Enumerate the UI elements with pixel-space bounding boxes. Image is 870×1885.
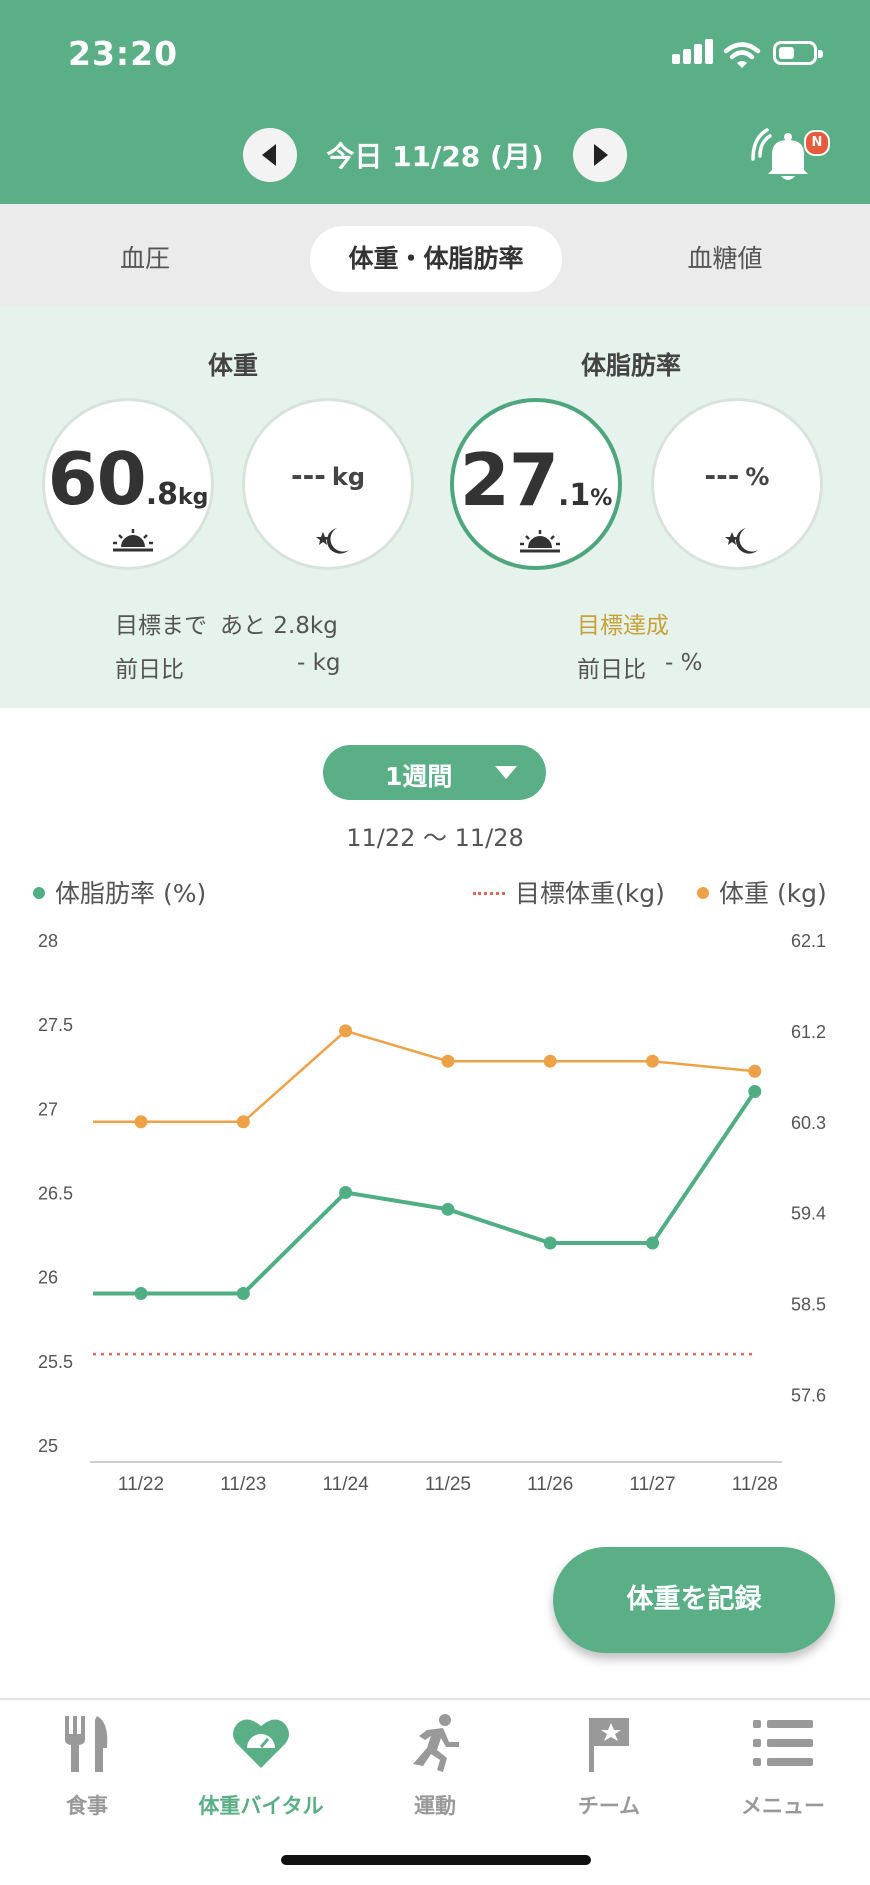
body-fat-point — [236, 1287, 250, 1300]
battery-icon — [773, 41, 823, 65]
status-time: 23:20 — [68, 34, 179, 73]
weight-point — [748, 1064, 762, 1078]
chevron-down-icon — [495, 766, 517, 779]
weight-point — [646, 1054, 659, 1068]
wifi-icon — [723, 42, 761, 68]
y-left-tick-label: 25 — [38, 1436, 58, 1456]
tab-blood-sugar[interactable]: 血糖値 — [687, 244, 763, 273]
nav-label: 体重バイタル — [198, 1794, 324, 1818]
body-fat-goal-status: 目標達成 — [577, 613, 669, 639]
weight-series-line — [93, 1029, 755, 1124]
prev-day-button[interactable] — [243, 128, 297, 182]
legend-weight: 体重 (kg) — [697, 874, 827, 910]
tab-blood-pressure[interactable]: 血圧 — [119, 244, 170, 273]
weight-point — [236, 1115, 250, 1129]
y-left-tick-label: 27 — [38, 1099, 58, 1119]
x-tick-label: 11/22 — [118, 1474, 164, 1495]
menu-list-icon — [753, 1720, 813, 1766]
x-tick-label: 11/28 — [732, 1474, 778, 1495]
nav-label: チーム — [577, 1794, 641, 1818]
body-fat-point — [134, 1287, 148, 1300]
body-fat-series-line — [93, 1090, 757, 1296]
y-right-tick-label: 57.6 — [791, 1386, 826, 1406]
body-fat-morning-circle[interactable]: 27.1% — [450, 398, 622, 570]
record-weight-button[interactable]: 体重を記録 — [553, 1547, 835, 1653]
period-selector[interactable]: 1週間 — [323, 745, 546, 800]
weight-point — [441, 1054, 455, 1068]
date-title: 今日 11/28 (月) — [326, 140, 544, 173]
flag-icon — [589, 1718, 629, 1772]
nav-item-exercise[interactable]: 運動 — [348, 1712, 522, 1832]
nav-item-meal[interactable]: 食事 — [0, 1712, 174, 1832]
weight-evening-circle[interactable]: --- kg — [242, 398, 414, 570]
vital-line-chart: 28 27.5 27 26.5 26 25.5 25 62.1 61.2 60.3 59.4 58.5… — [38, 931, 826, 1495]
body-fat-evening-value: ---% — [704, 459, 770, 492]
weight-point — [543, 1054, 557, 1068]
weight-morning-value: 60.8kg — [47, 437, 209, 521]
y-left-tick-label: 27.5 — [38, 1015, 73, 1035]
y-left-tick-label: 25.5 — [38, 1352, 73, 1372]
body-fat-evening-circle[interactable]: ---% — [651, 398, 823, 570]
body-fat-point — [543, 1236, 557, 1250]
summary-panel: 体重 体脂肪率 60.8kg --- kg 27.1% — [0, 306, 870, 708]
body-fat-point — [646, 1236, 659, 1250]
date-range: 11/22 〜 11/28 — [346, 824, 524, 852]
weight-prev-label: 前日比 — [115, 657, 184, 683]
legend-body-fat: 体脂肪率 (%) — [33, 874, 206, 910]
y-right-tick-label: 58.5 — [791, 1295, 826, 1315]
x-tick-label: 11/23 — [220, 1474, 266, 1495]
x-tick-label: 11/26 — [527, 1474, 573, 1495]
moon-icon — [725, 528, 758, 554]
arrow-left-icon — [262, 144, 276, 166]
nav-item-team[interactable]: チーム — [522, 1712, 696, 1832]
nav-label: 食事 — [66, 1794, 108, 1818]
weight-prev-value: - kg — [297, 650, 341, 676]
y-right-tick-label: 59.4 — [791, 1204, 826, 1224]
arrow-right-icon — [594, 144, 608, 166]
x-tick-label: 11/27 — [629, 1474, 675, 1495]
vital-tabs: 血圧 体重・体脂肪率 血糖値 — [0, 204, 870, 306]
weight-point — [134, 1115, 148, 1129]
notification-badge: N — [804, 130, 830, 156]
bottom-nav: 食事 体重バイタル 運動 チーム メニュー — [0, 1698, 870, 1885]
y-right-tick-label: 62.1 — [791, 931, 826, 951]
period-label: 1週間 — [385, 762, 453, 791]
bell-icon[interactable] — [750, 128, 820, 184]
fork-knife-icon — [65, 1716, 108, 1772]
x-tick-label: 11/25 — [425, 1474, 471, 1495]
nav-label: メニュー — [741, 1794, 825, 1818]
nav-label: 運動 — [414, 1794, 456, 1818]
body-fat-prev-label: 前日比 — [577, 657, 646, 683]
y-left-tick-label: 26.5 — [38, 1184, 73, 1204]
weight-morning-circle[interactable]: 60.8kg — [42, 398, 214, 570]
running-icon — [413, 1714, 459, 1772]
next-day-button[interactable] — [573, 128, 627, 182]
weight-goal-remaining: あと 2.8kg — [220, 613, 338, 639]
body-fat-prev-value: - % — [665, 650, 703, 676]
body-fat-point — [441, 1202, 455, 1216]
legend-target-weight: 目標体重(kg) — [473, 874, 665, 910]
tab-weight-body-fat[interactable]: 体重・体脂肪率 — [310, 226, 562, 292]
weight-goal-label: 目標まで — [115, 613, 207, 639]
weight-title: 体重 — [208, 351, 259, 380]
y-left-tick-label: 28 — [38, 931, 58, 951]
heart-scale-icon — [233, 1719, 289, 1768]
sunrise-icon — [113, 529, 153, 552]
nav-item-menu[interactable]: メニュー — [696, 1712, 870, 1832]
home-indicator — [281, 1855, 591, 1865]
weight-point — [339, 1024, 353, 1038]
app-header: 23:20 今日 11/28 (月) N — [0, 0, 870, 204]
nav-item-weight-vital[interactable]: 体重バイタル — [174, 1712, 348, 1832]
body-fat-title: 体脂肪率 — [581, 351, 682, 380]
sunrise-icon — [520, 530, 560, 553]
body-fat-point — [748, 1085, 762, 1098]
y-right-tick-label: 60.3 — [791, 1113, 826, 1133]
body-fat-point — [339, 1186, 353, 1199]
y-left-tick-label: 26 — [38, 1268, 58, 1288]
x-tick-label: 11/24 — [323, 1474, 370, 1495]
moon-icon — [316, 528, 349, 554]
y-right-tick-label: 61.2 — [791, 1022, 826, 1042]
body-fat-morning-value: 27.1% — [459, 438, 613, 522]
weight-evening-value: --- kg — [290, 459, 365, 492]
